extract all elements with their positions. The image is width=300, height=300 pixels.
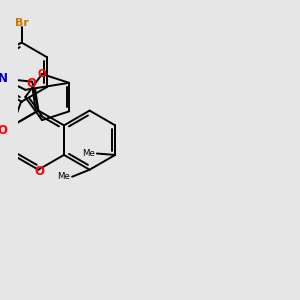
Text: Me: Me bbox=[82, 149, 94, 158]
Text: Br: Br bbox=[15, 17, 28, 28]
Text: O: O bbox=[27, 77, 37, 90]
Text: N: N bbox=[0, 71, 8, 85]
Text: O: O bbox=[34, 166, 44, 178]
Text: Me: Me bbox=[57, 172, 70, 181]
Text: O: O bbox=[38, 69, 46, 79]
Text: O: O bbox=[0, 124, 7, 137]
